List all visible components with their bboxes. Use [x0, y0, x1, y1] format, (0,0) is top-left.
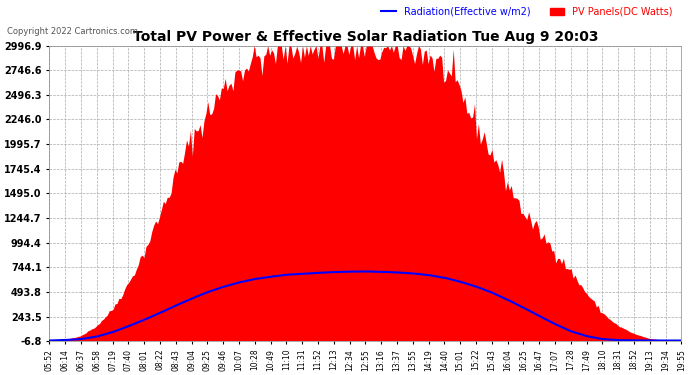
Legend: Radiation(Effective w/m2), PV Panels(DC Watts): Radiation(Effective w/m2), PV Panels(DC …: [377, 3, 676, 21]
Title: Total PV Power & Effective Solar Radiation Tue Aug 9 20:03: Total PV Power & Effective Solar Radiati…: [132, 30, 598, 44]
Text: Copyright 2022 Cartronics.com: Copyright 2022 Cartronics.com: [7, 27, 138, 36]
